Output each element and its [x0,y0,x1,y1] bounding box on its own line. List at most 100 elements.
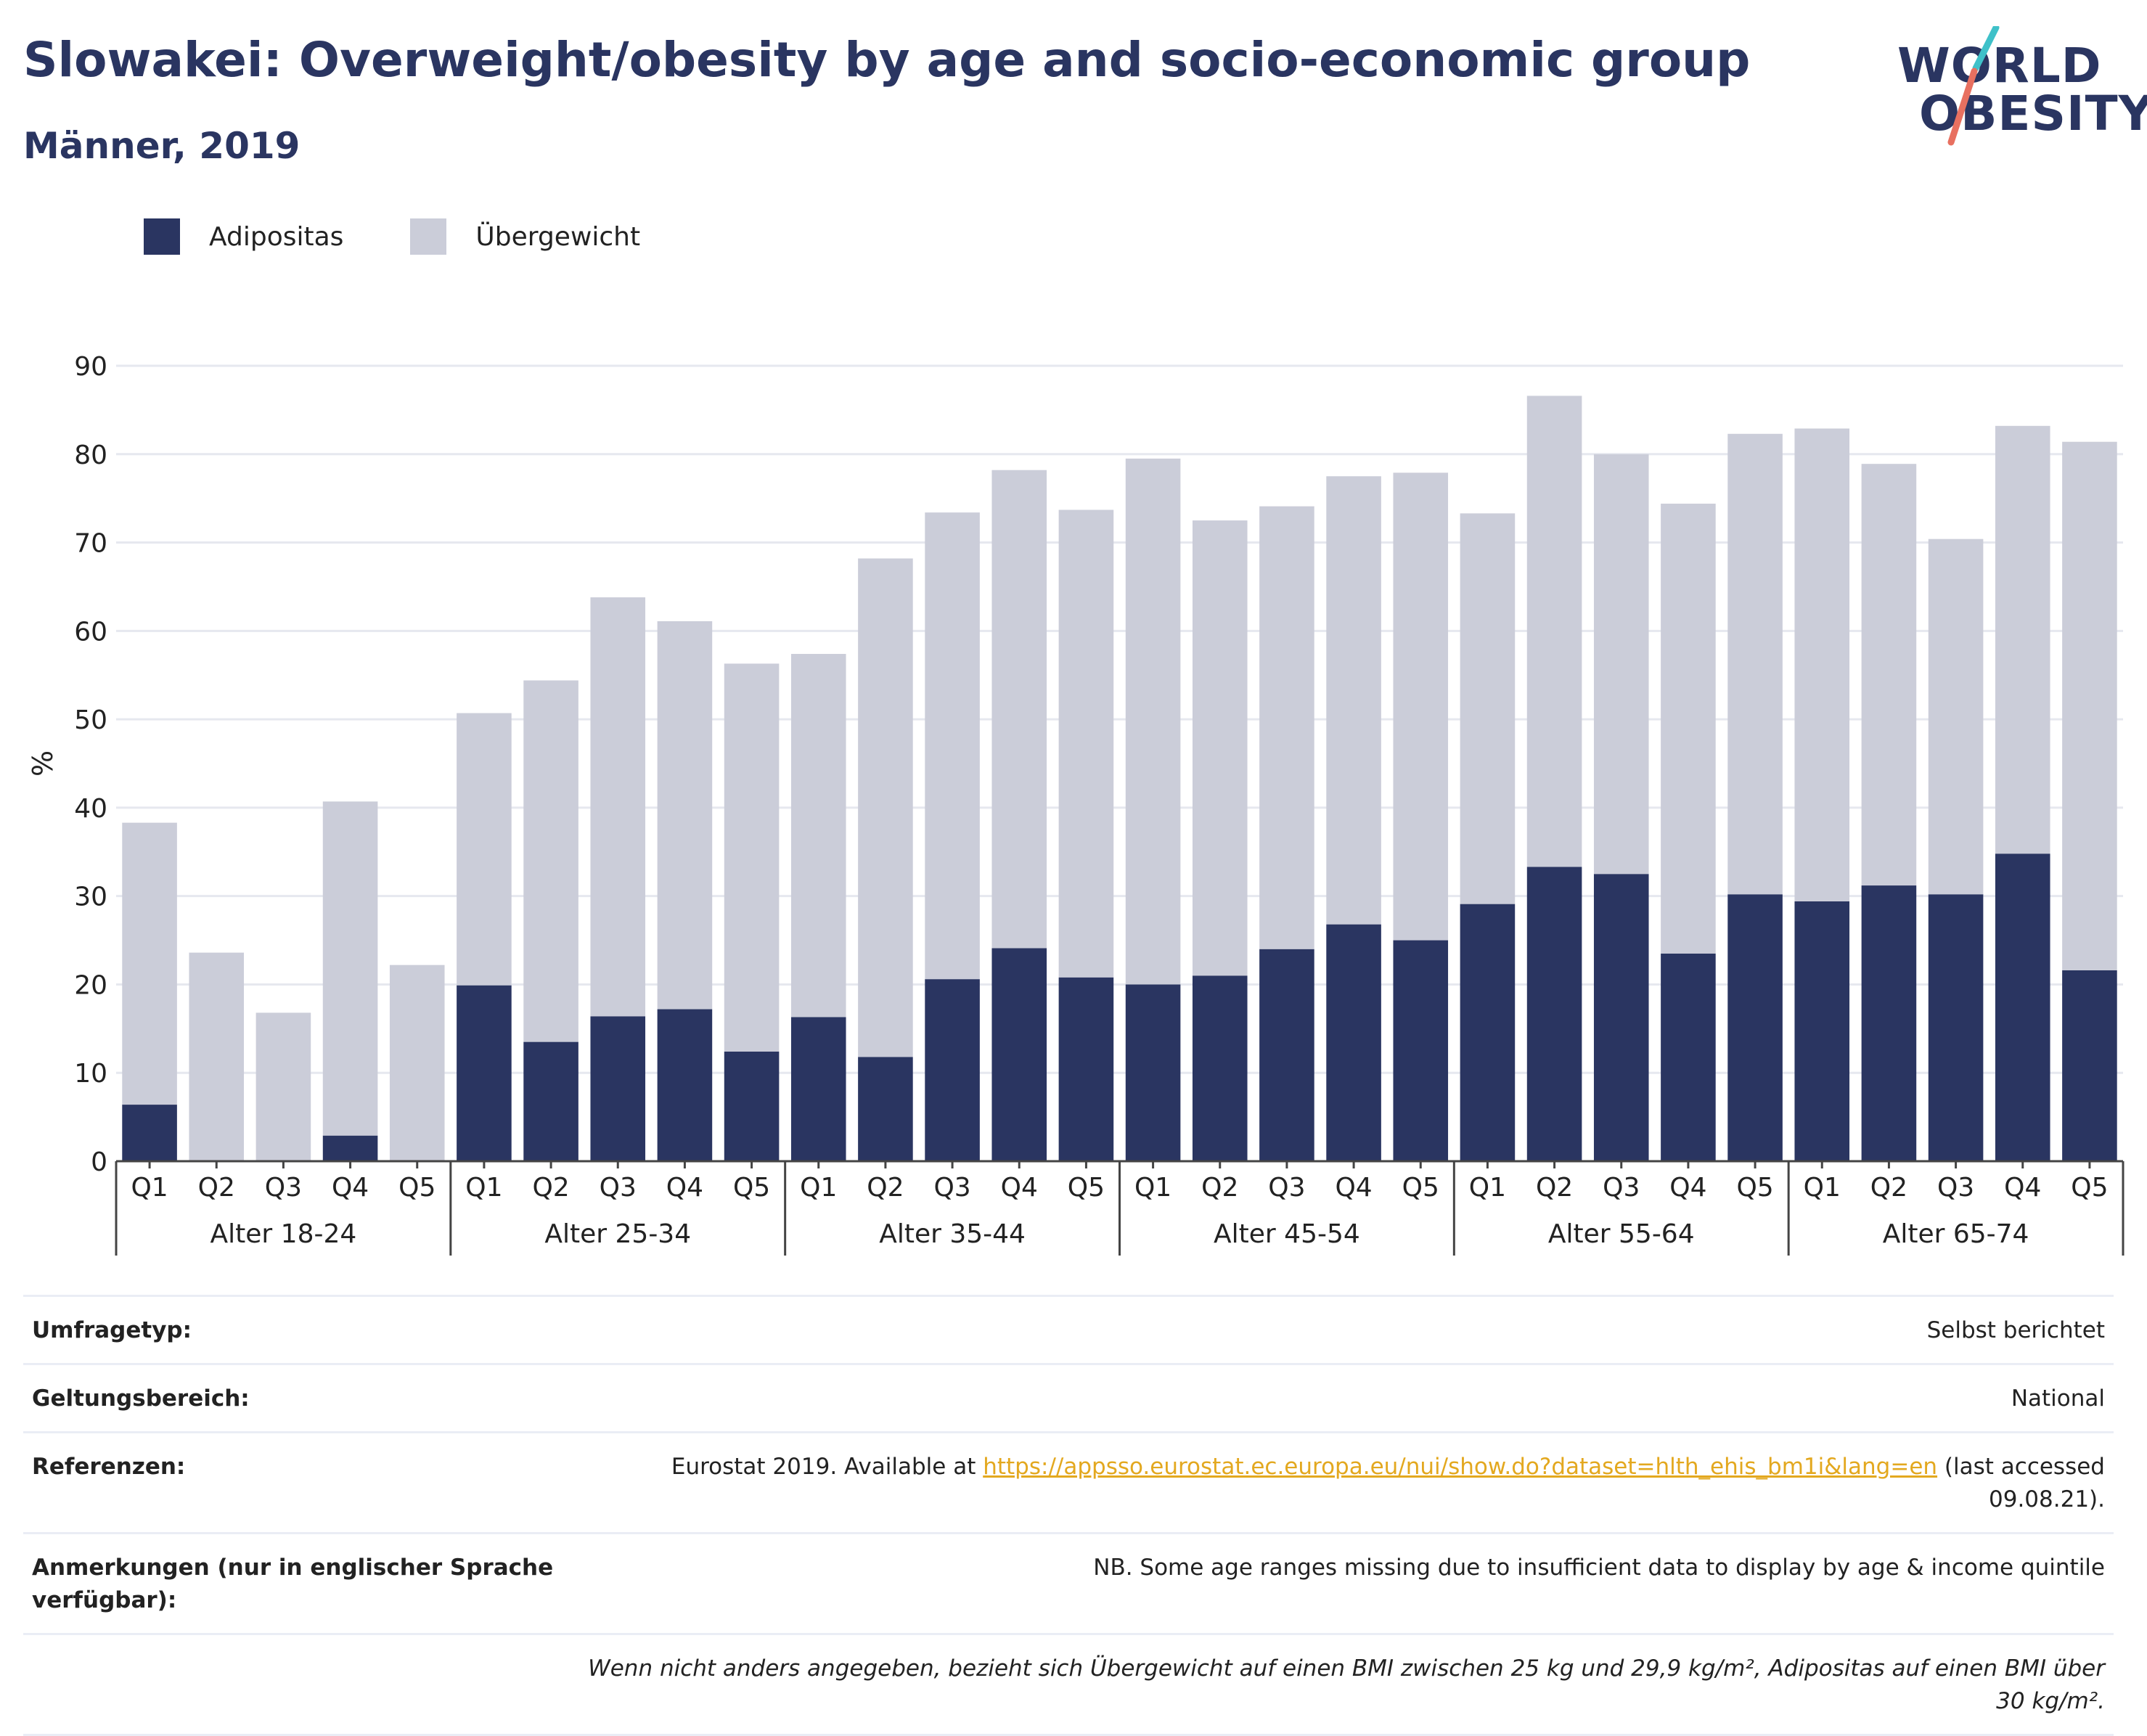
chart-title: Slowakei: Overweight/obesity by age and … [23,32,1751,88]
stacked-bar-chart: 0 10 20 30 40 50 60 70 80 90% Q1 Q2 Q3 Q4 Q5 Alter 18-2… [27,352,2124,1256]
meta-footnote-row: Wenn nicht anders angegeben, bezieht sic… [23,1632,2114,1736]
x-tick-label: Q3 [933,1173,970,1203]
y-tick-label: 60 [74,617,107,647]
bar-adipositas [322,1135,378,1161]
x-tick-label: Q4 [1669,1173,1706,1203]
x-tick-label: Q2 [867,1173,904,1203]
bar-adipositas [1526,867,1582,1161]
bar-adipositas [724,1051,780,1161]
meta-value: Eurostat 2019. Available at https://apps… [581,1451,2105,1516]
bar-uebergewicht [1326,476,1381,925]
bar-uebergewicht [1727,433,1783,895]
legend-item-adipositas[interactable]: Adipositas [144,218,343,255]
x-tick-label: Q5 [1068,1173,1105,1203]
bar-adipositas [1794,901,1850,1161]
x-tick-label: Q3 [600,1173,637,1203]
bar-adipositas [657,1009,713,1161]
bar-adipositas [2062,970,2117,1161]
y-axis-label: % [27,750,59,777]
group-label: Alter 35-44 [879,1219,1026,1249]
y-tick-label: 50 [74,705,107,735]
bar-adipositas [858,1057,913,1161]
bar-uebergewicht [590,597,646,1017]
meta-value: NB. Some age ranges missing due to insuf… [1093,1554,2105,1581]
bar-adipositas [1995,853,2050,1161]
x-tick-label: Q2 [532,1173,569,1203]
bmi-footnote: Wenn nicht anders angegeben, bezieht sic… [588,1655,2105,1714]
bar-uebergewicht [189,952,245,1161]
meta-key: Geltungsbereich: [32,1385,250,1412]
reference-accessed: (last accessed 09.08.21). [1937,1453,2105,1512]
bar-adipositas [1661,953,1716,1161]
bar-adipositas [1192,975,1248,1161]
bar-adipositas [1861,885,1917,1161]
x-tick-label: Q5 [733,1173,770,1203]
y-tick-label: 10 [74,1059,107,1089]
y-tick-label: 80 [74,441,107,470]
bar-adipositas [1460,904,1516,1161]
bar-adipositas [1393,940,1449,1161]
bar-uebergewicht [389,965,445,1161]
metadata-table: Umfragetyp: Selbst berichtet Geltungsber… [23,1295,2114,1736]
meta-value: National [2011,1385,2105,1412]
x-tick-label: Q2 [1536,1173,1573,1203]
x-tick-label: Q5 [1402,1173,1439,1203]
x-tick-label: Q5 [2071,1173,2108,1203]
meta-row-scope: Geltungsbereich: National [23,1362,2114,1431]
bar-uebergewicht [1125,458,1181,985]
y-tick-label: 40 [74,794,107,824]
x-tick-label: Q1 [1804,1173,1841,1203]
bar-uebergewicht [122,822,177,1105]
bar-adipositas [991,948,1047,1161]
bar-adipositas [1125,984,1181,1161]
bar-uebergewicht [1192,520,1248,976]
reference-link[interactable]: https://appsso.eurostat.ec.europa.eu/nui… [983,1453,1938,1480]
bar-adipositas [590,1016,646,1161]
x-tick-label: Q4 [1001,1173,1038,1203]
bar-adipositas [1593,874,1649,1161]
logo-line-1: WORLD [1897,38,2102,94]
legend-swatch-adipositas [144,218,180,255]
bar-adipositas [1727,894,1783,1161]
meta-key: Umfragetyp: [32,1317,192,1343]
meta-key: Anmerkungen (nur in englischer Sprache v… [32,1554,554,1613]
x-tick-label: Q3 [1603,1173,1640,1203]
bar-uebergewicht [1393,472,1449,941]
meta-row-notes: Anmerkungen (nur in englischer Sprache v… [23,1531,2114,1633]
bar-uebergewicht [255,1012,311,1161]
bar-uebergewicht [457,713,512,986]
bar-uebergewicht [1460,513,1516,904]
bar-uebergewicht [1861,464,1917,886]
x-tick-label: Q2 [1870,1173,1907,1203]
legend-item-uebergewicht[interactable]: Übergewicht [410,218,640,255]
y-tick-label: 20 [74,970,107,1000]
y-tick-label: 30 [74,883,107,912]
x-tick-label: Q3 [1937,1173,1974,1203]
y-tick-label: 0 [91,1147,107,1177]
group-label: Alter 45-54 [1214,1219,1360,1249]
x-tick-label: Q1 [1134,1173,1171,1203]
legend-label-uebergewicht: Übergewicht [475,221,641,252]
bar-adipositas [790,1017,846,1161]
bar-adipositas [457,985,512,1161]
bar-uebergewicht [1661,503,1716,954]
legend-label-adipositas: Adipositas [209,221,344,252]
bar-uebergewicht [1526,396,1582,867]
x-tick-label: Q1 [800,1173,837,1203]
bar-uebergewicht [925,512,980,980]
x-tick-label: Q1 [131,1173,168,1203]
x-tick-label: Q1 [465,1173,502,1203]
bar-uebergewicht [2062,441,2117,970]
chart-legend: Adipositas Übergewicht [144,216,707,257]
bar-uebergewicht [322,801,378,1136]
bar-adipositas [1326,924,1381,1161]
bar-adipositas [925,979,980,1161]
chart-subtitle: Männer, 2019 [23,125,300,167]
bar-adipositas [122,1105,177,1161]
bar-uebergewicht [858,558,913,1057]
bar-uebergewicht [1995,425,2050,854]
legend-swatch-uebergewicht [410,218,447,255]
bar-uebergewicht [991,470,1047,949]
reference-text: Eurostat 2019. Available at [671,1453,983,1480]
bar-adipositas [1928,894,1984,1161]
